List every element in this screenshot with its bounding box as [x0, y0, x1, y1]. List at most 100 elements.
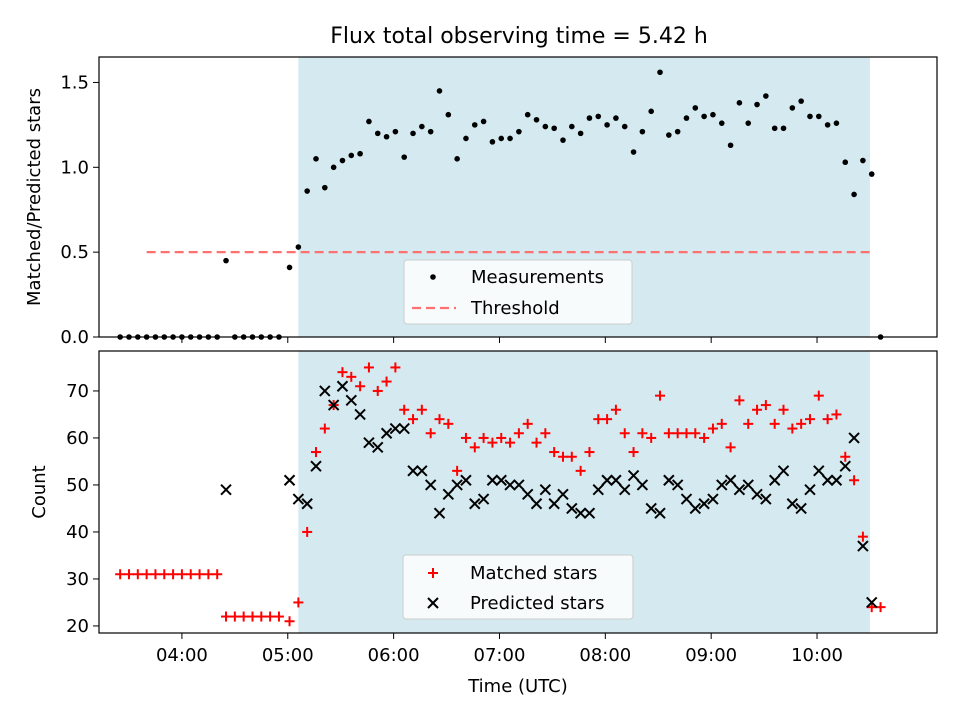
- legend-marker-matched: [428, 568, 438, 578]
- predicted-marker: [804, 483, 816, 496]
- matched-marker: [256, 611, 267, 622]
- matched-marker: [707, 423, 718, 434]
- predicted-marker: [521, 488, 534, 501]
- measurement-point: [560, 137, 566, 143]
- predicted-marker-b: [557, 488, 569, 501]
- y-axis-label: Count: [29, 465, 50, 518]
- matched-marker: [123, 569, 134, 580]
- measurement-point: [648, 108, 654, 115]
- predicted-marker-b: [866, 596, 878, 609]
- predicted-marker-b: [724, 474, 737, 486]
- predicted-marker-b: [486, 474, 499, 486]
- predicted-marker: [451, 479, 463, 491]
- matched-marker: [699, 432, 710, 443]
- measurement-point: [754, 101, 760, 108]
- x-tick-label: 08:00: [579, 645, 631, 666]
- predicted-marker-b: [548, 498, 560, 510]
- matched-marker: [247, 611, 258, 622]
- predicted-marker: [654, 507, 666, 519]
- legend-box: [403, 259, 633, 325]
- predicted-marker-b: [627, 469, 640, 482]
- matched-marker: [593, 414, 604, 425]
- measurement-point: [471, 122, 478, 128]
- measurement-point: [868, 171, 875, 177]
- measurement-point: [727, 142, 734, 149]
- predicted-marker-b: [433, 507, 446, 519]
- predicted-marker-b: [372, 441, 384, 454]
- measurement-point: [489, 139, 496, 145]
- predicted-marker: [610, 474, 622, 486]
- predicted-marker: [698, 498, 710, 510]
- plot-frame: [98, 56, 938, 338]
- predicted-marker: [583, 507, 596, 519]
- measurement-point: [419, 123, 425, 130]
- predicted-marker-b: [424, 479, 437, 491]
- matched-marker: [443, 418, 454, 429]
- predicted-marker-b: [698, 498, 710, 510]
- predicted-marker: [645, 502, 657, 515]
- measurement-point: [295, 244, 302, 250]
- predicted-marker-b: [716, 479, 728, 491]
- predicted-marker: [283, 474, 296, 486]
- y-tick-label: 70: [66, 381, 89, 402]
- matched-marker: [319, 423, 330, 434]
- measurement-point: [507, 135, 513, 142]
- matched-marker: [150, 569, 161, 580]
- predicted-marker-b: [663, 474, 675, 486]
- predicted-marker: [751, 488, 763, 501]
- measurement-point: [304, 188, 310, 194]
- predicted-marker-b: [768, 474, 781, 486]
- matched-marker: [469, 442, 480, 453]
- matched-marker: [337, 367, 348, 378]
- matched-marker: [496, 432, 507, 443]
- matched-marker: [681, 428, 692, 439]
- predicted-marker: [592, 483, 604, 496]
- matched-marker: [346, 371, 357, 382]
- matched-marker: [646, 432, 657, 443]
- matched-marker: [238, 611, 249, 622]
- matched-marker: [831, 409, 842, 420]
- predicted-marker-b: [601, 474, 613, 486]
- measurement-point: [480, 118, 487, 125]
- predicted-marker: [557, 488, 569, 501]
- predicted-marker: [389, 422, 402, 435]
- legend: Matched stars Predicted stars: [402, 554, 634, 620]
- matched-marker: [115, 569, 126, 580]
- predicted-marker: [486, 474, 499, 486]
- matched-marker: [265, 611, 276, 622]
- legend-plus: [428, 568, 438, 578]
- predicted-marker: [821, 474, 834, 486]
- predicted-marker-b: [513, 479, 525, 491]
- matched-marker: [487, 437, 498, 448]
- matched-marker: [549, 447, 560, 458]
- predicted-marker: [433, 507, 446, 519]
- measurement-point: [815, 113, 822, 120]
- predicted-marker: [319, 385, 331, 397]
- predicted-marker-b: [821, 474, 834, 486]
- predicted-marker-b: [407, 465, 419, 477]
- matched-marker: [875, 602, 886, 613]
- matched-marker: [363, 362, 374, 373]
- predicted-marker-b: [530, 498, 543, 510]
- predicted-marker: [760, 493, 772, 505]
- legend-cross: [427, 597, 439, 609]
- predicted-marker-b: [477, 493, 490, 505]
- predicted-marker-b: [327, 399, 340, 411]
- measurement-point: [621, 123, 628, 130]
- measurement-point: [551, 125, 557, 132]
- matched-marker: [194, 569, 205, 580]
- ratio-panel: 0.0 0.5 1.0 1.5 Matched/Predicted stars Mea…: [24, 56, 938, 348]
- measurement-point: [427, 128, 434, 135]
- measurement-point: [322, 184, 328, 191]
- y-tick-label: 1.0: [60, 157, 89, 178]
- predicted-marker-b: [707, 493, 719, 505]
- predicted-marker-b: [636, 479, 649, 491]
- predicted-marker-b: [830, 474, 843, 486]
- matched-marker: [672, 428, 683, 439]
- matched-marker: [381, 376, 392, 387]
- measurement-points: [117, 69, 884, 340]
- matched-marker: [416, 404, 427, 415]
- matched-marker: [273, 611, 284, 622]
- measurement-point: [524, 111, 531, 118]
- measurement-point: [798, 98, 804, 104]
